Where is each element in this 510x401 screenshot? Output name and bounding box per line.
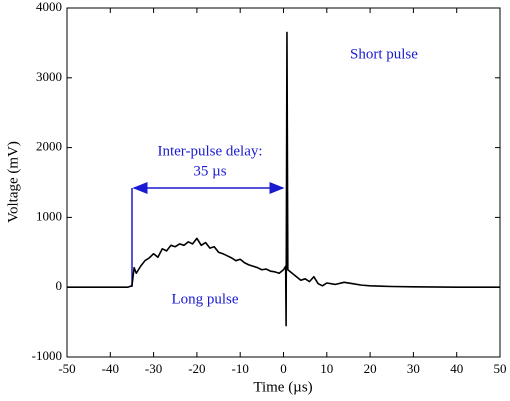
y-axis-title: Voltage (mV) bbox=[5, 141, 21, 223]
x-axis-title: Time (µs) bbox=[253, 379, 312, 395]
x-tick-label: 10 bbox=[320, 361, 333, 376]
y-tick-label: 2000 bbox=[36, 139, 62, 154]
plot-frame bbox=[66, 7, 501, 358]
x-tick-label: -30 bbox=[145, 361, 162, 376]
x-tick-label: -20 bbox=[188, 361, 205, 376]
y-tick-label: 3000 bbox=[36, 69, 62, 84]
x-tick-label: 50 bbox=[494, 361, 507, 376]
annotation: Short pulse bbox=[350, 46, 418, 62]
y-tick-label: 4000 bbox=[36, 0, 62, 14]
annotation: Long pulse bbox=[171, 291, 238, 307]
y-tick-label: -1000 bbox=[32, 348, 62, 363]
x-tick-label: 0 bbox=[280, 361, 287, 376]
annotation: Inter-pulse delay: bbox=[157, 143, 262, 159]
x-tick-label: 40 bbox=[450, 361, 463, 376]
x-tick-label: 30 bbox=[407, 361, 420, 376]
x-tick-label: 20 bbox=[364, 361, 377, 376]
x-tick-label: -50 bbox=[58, 361, 75, 376]
data-line bbox=[67, 31, 500, 327]
x-tick-label: -40 bbox=[102, 361, 119, 376]
x-tick-label: -10 bbox=[232, 361, 249, 376]
y-tick-label: 0 bbox=[56, 278, 63, 293]
y-tick-label: 1000 bbox=[36, 208, 62, 223]
annotation: 35 µs bbox=[193, 163, 226, 179]
